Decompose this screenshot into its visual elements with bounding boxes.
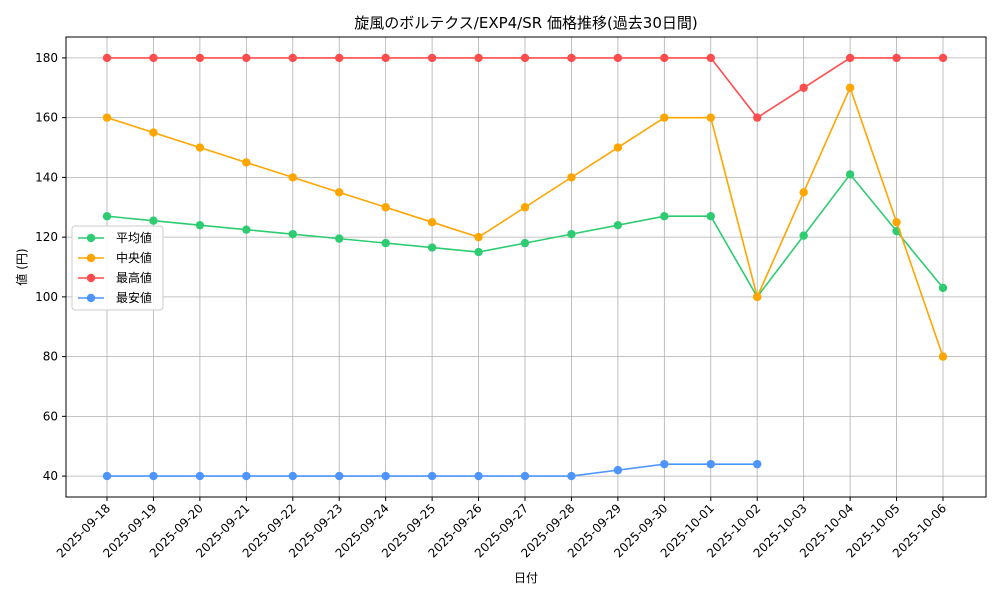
data-point [195, 220, 205, 230]
data-point [102, 471, 112, 481]
data-point [102, 53, 112, 63]
data-point [381, 203, 390, 212]
data-point [753, 292, 762, 302]
data-point [474, 247, 483, 257]
y-tick-label: 140 [35, 170, 58, 184]
data-point [613, 53, 623, 63]
data-point [845, 53, 855, 63]
y-tick-label: 160 [35, 111, 58, 125]
data-point [474, 53, 483, 63]
data-point [706, 53, 715, 63]
data-point [102, 212, 112, 221]
y-tick-label: 100 [35, 290, 58, 304]
data-point [660, 53, 669, 63]
data-point [242, 158, 251, 167]
data-point [753, 459, 762, 469]
plot-frame [65, 36, 987, 498]
data-point [567, 53, 576, 63]
legend-label: 最高値 [116, 270, 152, 285]
data-point [613, 465, 623, 475]
data-point [242, 53, 251, 63]
data-point [474, 471, 483, 481]
y-tick-label: 180 [35, 51, 58, 65]
y-tick-label: 80 [43, 350, 58, 364]
data-point [613, 143, 623, 152]
legend-marker [86, 233, 96, 243]
legend-marker [86, 293, 96, 303]
data-point [845, 83, 855, 92]
data-point [520, 471, 530, 481]
legend-label: 平均値 [116, 230, 152, 245]
data-point [567, 471, 576, 481]
chart-title: 旋風のボルテクス/EXP4/SR 価格推移(過去30日間) [354, 14, 698, 32]
legend-box [71, 225, 164, 311]
data-point [149, 216, 158, 225]
data-point [660, 113, 669, 122]
y-tick-label: 120 [35, 230, 58, 244]
data-point [288, 471, 297, 481]
data-point [567, 173, 576, 182]
data-point [335, 188, 344, 197]
y-tick-label: 60 [43, 409, 58, 423]
data-point [381, 238, 390, 248]
legend-label: 中央値 [116, 250, 152, 265]
data-point [288, 53, 297, 63]
data-point [335, 471, 344, 481]
data-point [288, 173, 297, 182]
data-point [335, 234, 344, 243]
data-point [706, 113, 715, 122]
data-point [660, 212, 669, 221]
data-point [288, 229, 297, 239]
data-point [520, 53, 530, 63]
data-point [149, 471, 158, 481]
data-point [567, 229, 576, 239]
data-point [242, 225, 251, 234]
data-point [520, 203, 530, 212]
legend-marker [86, 273, 96, 283]
data-point [845, 170, 855, 179]
data-point [195, 143, 205, 152]
data-point [938, 53, 948, 63]
data-point [427, 243, 437, 252]
y-tick-label: 40 [43, 469, 58, 483]
data-point [938, 352, 948, 361]
x-axis-label: 日付 [514, 571, 538, 585]
data-point [149, 128, 158, 137]
data-point [892, 53, 901, 63]
data-point [520, 238, 530, 248]
legend-marker [86, 253, 96, 263]
data-point [706, 212, 715, 221]
data-point [102, 113, 112, 122]
data-point [660, 459, 669, 469]
data-point [381, 53, 390, 63]
data-point [706, 459, 715, 469]
data-point [892, 217, 901, 227]
data-point [195, 471, 205, 481]
series-layer [102, 53, 948, 481]
data-point [149, 53, 158, 63]
data-point [242, 471, 251, 481]
data-point [799, 83, 808, 92]
y-axis-label: 値 (円) [14, 248, 29, 285]
data-point [427, 53, 437, 63]
data-point [335, 53, 344, 63]
data-point [753, 113, 762, 122]
legend-label: 最安値 [116, 290, 152, 305]
data-point [427, 217, 437, 227]
data-point [799, 231, 808, 240]
data-point [427, 471, 437, 481]
data-point [474, 232, 483, 242]
data-point [613, 220, 623, 230]
data-point [381, 471, 390, 481]
data-point [195, 53, 205, 63]
data-point [938, 283, 948, 293]
data-point [799, 188, 808, 197]
